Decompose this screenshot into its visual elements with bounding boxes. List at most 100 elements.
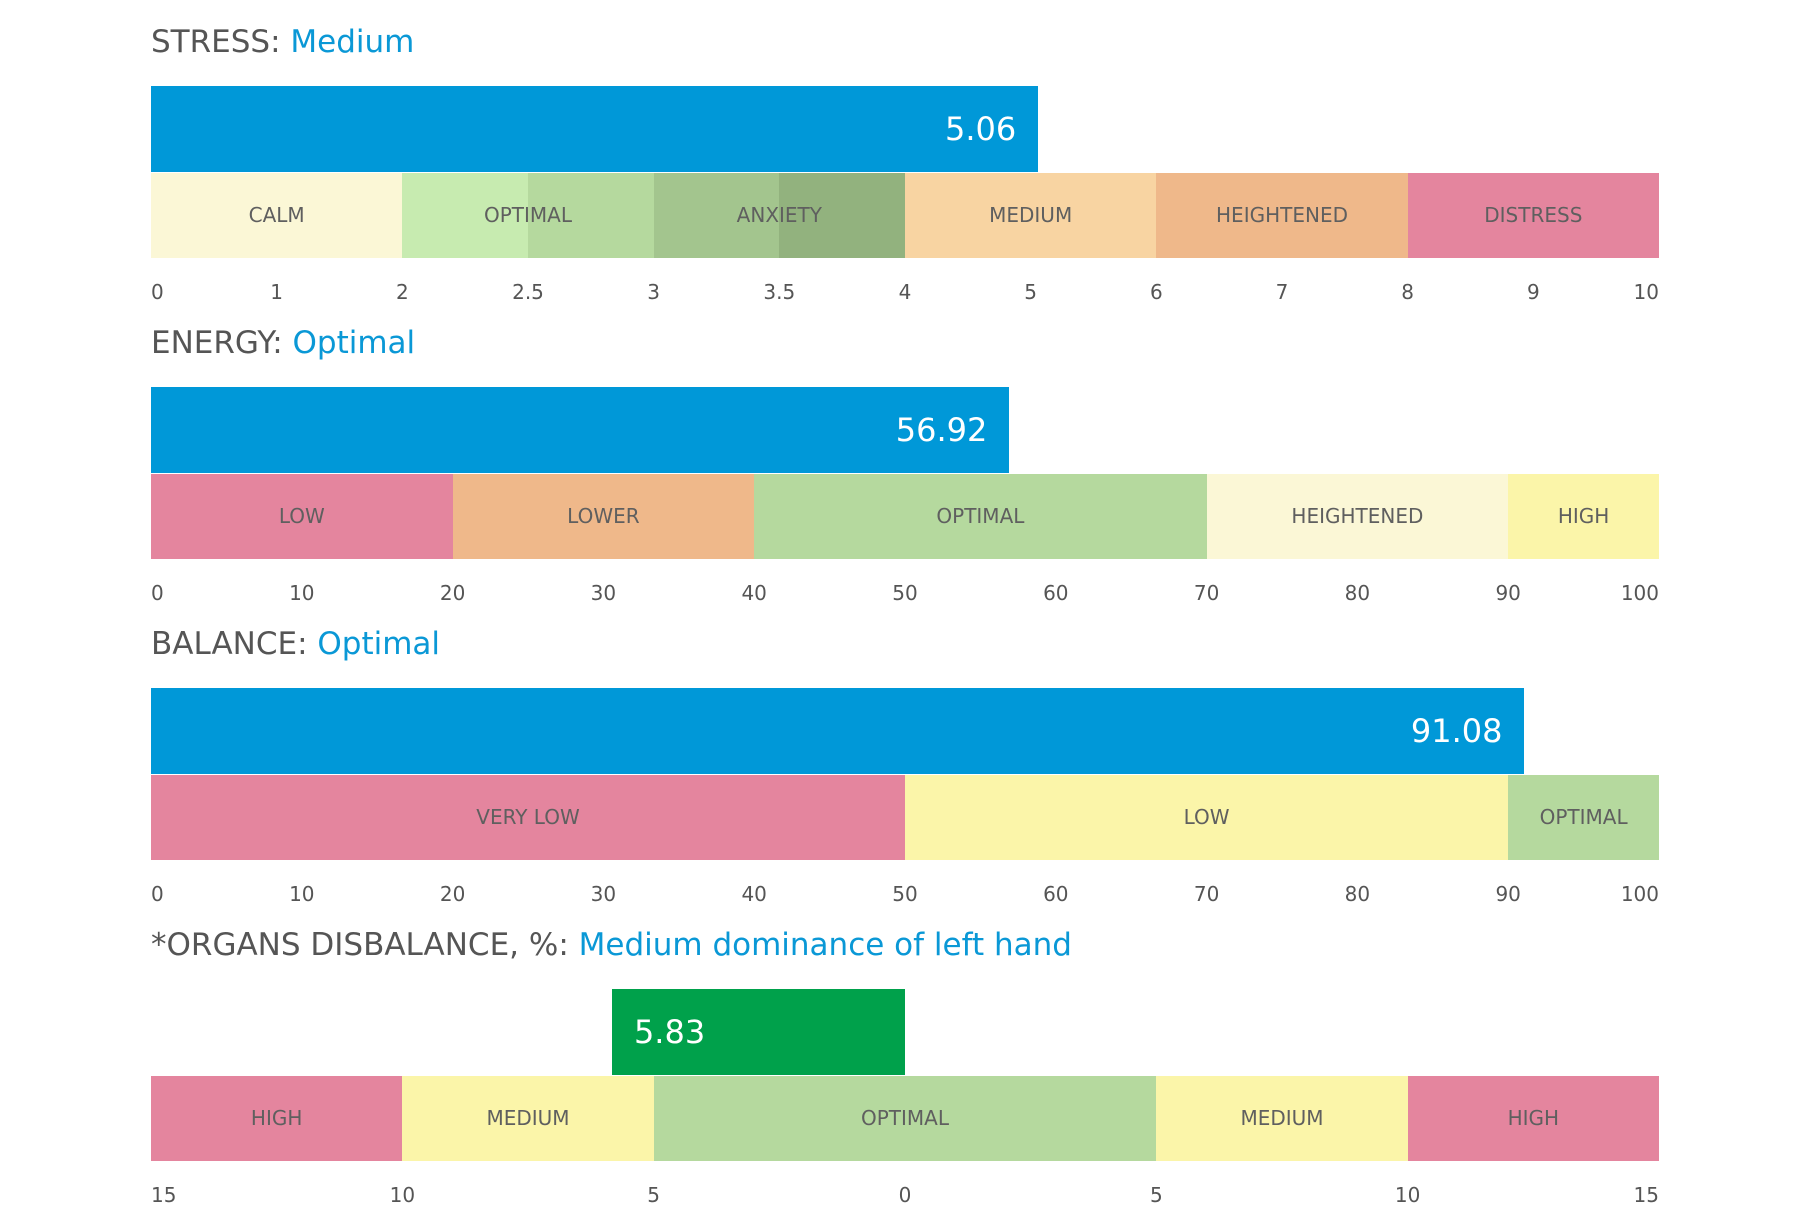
value-bar: 91.08: [151, 688, 1525, 774]
value-bar: 5.06: [151, 86, 1039, 172]
zone-band: [151, 173, 403, 258]
tick-label: 0: [151, 882, 164, 906]
tick-label: 5: [647, 1183, 661, 1207]
tick-label: 3: [647, 280, 661, 304]
tick-label: 60: [1043, 882, 1069, 906]
zone-band: [754, 474, 1207, 559]
tick-label: 30: [590, 882, 617, 906]
tick-label: 30: [590, 581, 617, 605]
zone-band: [905, 173, 1157, 258]
tick-label: 10: [389, 1183, 416, 1207]
zone-band: [1407, 1076, 1659, 1161]
tick-label: 1: [270, 280, 284, 304]
zone-label: LOWER: [567, 504, 640, 528]
zone-band: [402, 1076, 654, 1161]
tick-label: 15: [151, 1183, 177, 1207]
zone-label: HEIGHTENED: [1291, 504, 1424, 528]
tick-label: 5: [1149, 1183, 1163, 1207]
tick-label: 90: [1495, 581, 1521, 605]
zone-band: [1508, 474, 1659, 559]
value-bar: 5.83: [611, 989, 905, 1075]
zone-label: OPTIMAL: [1539, 805, 1628, 829]
zone-label: OPTIMAL: [936, 504, 1025, 528]
zone-band: [151, 1076, 403, 1161]
zone-band: [1407, 173, 1659, 258]
tick-label: 70: [1193, 882, 1220, 906]
zone-label: HIGH: [250, 1106, 303, 1130]
tick-label: 20: [439, 581, 466, 605]
tick-label: 90: [1495, 882, 1521, 906]
chart-panel: ENERGY: Optimal LOW LOWER OPTIMAL HEIGHTENED…: [151, 323, 1659, 623]
status-value: Optimal: [317, 626, 441, 662]
zone-band: [905, 775, 1509, 860]
tick-label: 50: [892, 882, 918, 906]
tick-label: 5: [1024, 280, 1038, 304]
status-value: Medium: [290, 24, 415, 60]
value-label: 5.83: [633, 1013, 706, 1051]
zone-band: [452, 474, 755, 559]
zone-label: OPTIMAL: [861, 1106, 949, 1130]
zone-label: DISTRESS: [1484, 203, 1583, 227]
tick-label: 100: [1620, 581, 1659, 605]
status-value: Medium dominance of left hand: [578, 927, 1072, 963]
zone-band: [653, 1076, 1157, 1161]
zone-label: CALM: [248, 203, 305, 227]
zone-band: [1156, 173, 1408, 258]
tick-label: 10: [289, 581, 315, 605]
tick-label: 4: [898, 280, 912, 304]
tick-label: 70: [1193, 581, 1220, 605]
chart-title-label: BALANCE:: [151, 626, 308, 662]
chart-panel: *ORGANS DISBALANCE, %: Medium dominance …: [151, 925, 1659, 1225]
tick-label: 40: [741, 882, 767, 906]
tick-label: 10: [1394, 1183, 1421, 1207]
tick-label: 50: [892, 581, 918, 605]
tick-label: 100: [1620, 882, 1659, 906]
tick-label: 0: [898, 1183, 912, 1207]
tick-label: 8: [1401, 280, 1415, 304]
tick-label: 60: [1043, 581, 1069, 605]
value-label: 91.08: [1410, 712, 1503, 750]
chart-title: ENERGY: Optimal: [151, 323, 415, 363]
chart-panel: STRESS: Medium CALM OPTIMAL ANXIETY MEDIUM HE…: [151, 22, 1659, 322]
tick-label: 40: [741, 581, 767, 605]
zone-band: [779, 173, 905, 258]
zone-label: HIGH: [1557, 504, 1610, 528]
chart-title: STRESS: Medium: [151, 22, 414, 62]
status-value: Optimal: [292, 325, 416, 361]
zone-label: HIGH: [1507, 1106, 1560, 1130]
tick-label: 10: [289, 882, 315, 906]
zone-band: [1508, 775, 1659, 860]
tick-label: 9: [1526, 280, 1540, 304]
chart-title-label: STRESS:: [151, 24, 281, 60]
chart-panel: BALANCE: Optimal VERY LOW LOW OPTIMAL 91.08 0…: [151, 624, 1659, 924]
zone-band: [1206, 474, 1509, 559]
value-label: 56.92: [895, 411, 988, 449]
tick-label: 2.5: [512, 280, 544, 304]
zone-label: MEDIUM: [989, 203, 1073, 227]
zone-label: LOW: [1183, 805, 1230, 829]
value-bar: 56.92: [151, 387, 1010, 473]
tick-label: 80: [1344, 882, 1371, 906]
tick-label: 80: [1344, 581, 1371, 605]
zone-label: MEDIUM: [1240, 1106, 1324, 1130]
tick-label: 20: [439, 882, 466, 906]
tick-label: 10: [1633, 280, 1659, 304]
chart-title-label: ENERGY:: [151, 325, 283, 361]
tick-label: 0: [151, 581, 164, 605]
zone-band: [653, 173, 780, 258]
tick-label: 6: [1149, 280, 1163, 304]
chart-title: BALANCE: Optimal: [151, 624, 440, 664]
zone-band: [402, 173, 528, 258]
zone-label: VERY LOW: [476, 805, 580, 829]
zone-label: OPTIMAL: [484, 203, 572, 227]
chart-title-label: *ORGANS DISBALANCE, %:: [151, 927, 569, 963]
zone-label: ANXIETY: [736, 203, 822, 227]
tick-label: 0: [151, 280, 164, 304]
value-label: 5.06: [944, 110, 1017, 148]
zone-band: [1156, 1076, 1408, 1161]
zone-label: LOW: [278, 504, 325, 528]
zone-band: [528, 173, 654, 258]
chart-title: *ORGANS DISBALANCE, %: Medium dominance …: [151, 925, 1072, 965]
zone-band: [151, 775, 905, 860]
tick-label: 7: [1275, 280, 1289, 304]
